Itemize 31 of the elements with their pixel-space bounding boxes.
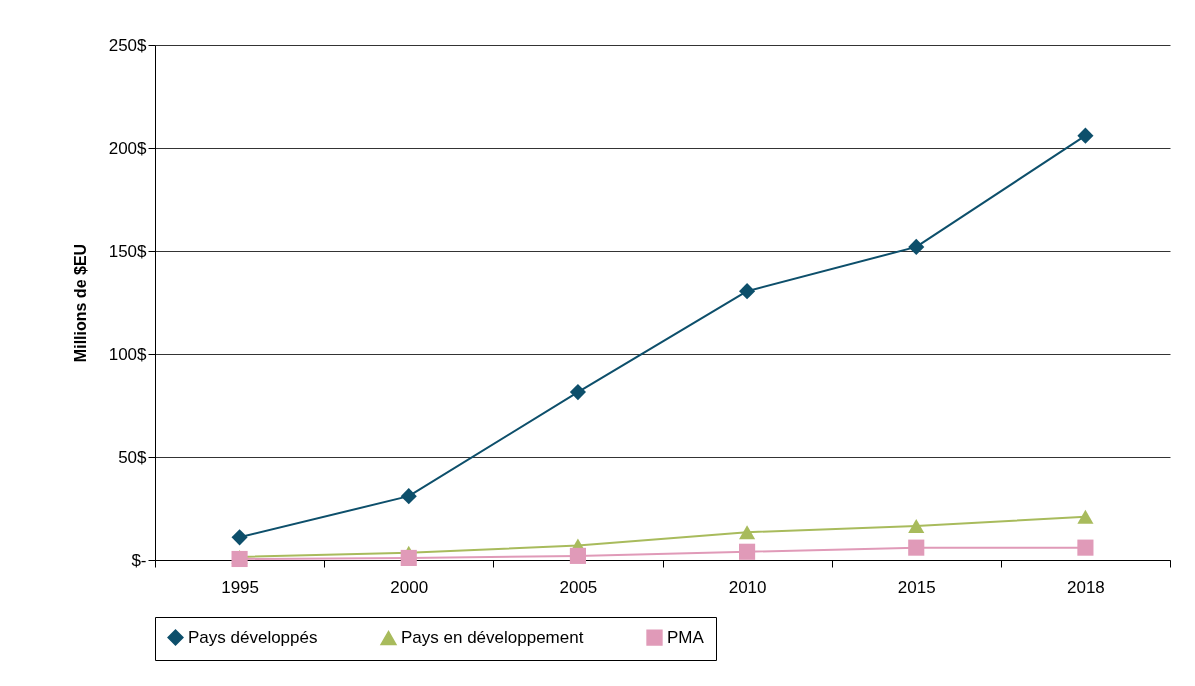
point [908, 539, 925, 556]
point [1077, 539, 1094, 556]
y-tick-label: $- [131, 550, 147, 570]
y-tick-label: 250$ [108, 35, 148, 55]
y-tick-label: 100$ [108, 344, 148, 364]
legend-label: PMA [667, 627, 705, 647]
point [739, 543, 756, 560]
legend-label: Pays en développement [401, 628, 584, 648]
point [739, 525, 756, 540]
x-tick-label: 2015 [897, 577, 936, 597]
x-tick-label: 2000 [390, 577, 429, 597]
point [569, 384, 586, 401]
point [1077, 509, 1094, 524]
point [908, 238, 925, 255]
y-tick-label: 200$ [108, 138, 148, 158]
y-tick-label: 150$ [108, 241, 148, 261]
x-tick-label: 2010 [728, 577, 767, 597]
point [231, 550, 248, 568]
x-tick-label: 1995 [221, 577, 259, 597]
point [739, 283, 756, 300]
x-tick-label: 2005 [559, 577, 598, 597]
point [908, 519, 925, 533]
y-tick-label: 50$ [118, 447, 148, 467]
point [400, 488, 417, 505]
point [231, 529, 248, 546]
point [569, 547, 586, 564]
legend-label: Pays développés [188, 627, 318, 647]
y-axis-title: Millions de $EU [71, 243, 89, 363]
point [1077, 127, 1094, 144]
x-tick-label: 2018 [1067, 577, 1105, 597]
point [400, 549, 417, 566]
